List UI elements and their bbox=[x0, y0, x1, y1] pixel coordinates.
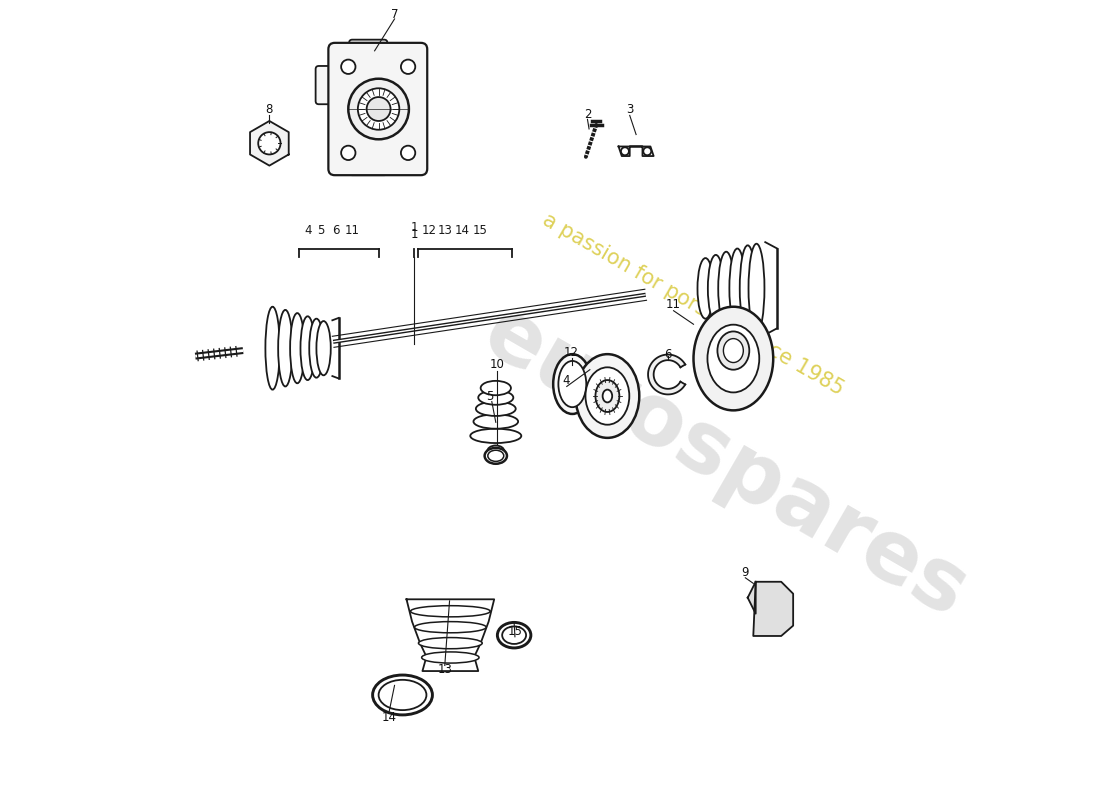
FancyBboxPatch shape bbox=[389, 66, 416, 104]
Ellipse shape bbox=[553, 354, 592, 414]
Text: 7: 7 bbox=[390, 8, 398, 21]
FancyBboxPatch shape bbox=[349, 151, 387, 175]
Ellipse shape bbox=[697, 258, 714, 318]
Ellipse shape bbox=[707, 325, 759, 393]
Ellipse shape bbox=[415, 622, 486, 633]
Text: 6: 6 bbox=[332, 223, 339, 237]
Ellipse shape bbox=[739, 246, 756, 331]
Polygon shape bbox=[648, 354, 685, 394]
Text: 2: 2 bbox=[584, 108, 591, 121]
Text: 3: 3 bbox=[626, 102, 634, 115]
Text: 10: 10 bbox=[490, 358, 505, 371]
Ellipse shape bbox=[300, 316, 315, 380]
Circle shape bbox=[341, 146, 355, 160]
Circle shape bbox=[644, 147, 651, 155]
Ellipse shape bbox=[265, 306, 279, 390]
Ellipse shape bbox=[421, 652, 478, 663]
Ellipse shape bbox=[729, 249, 746, 328]
Text: 13: 13 bbox=[438, 223, 453, 237]
Ellipse shape bbox=[708, 255, 724, 322]
Circle shape bbox=[358, 88, 399, 130]
Ellipse shape bbox=[718, 252, 734, 325]
Ellipse shape bbox=[724, 338, 744, 362]
Ellipse shape bbox=[503, 626, 526, 644]
Circle shape bbox=[400, 59, 416, 74]
Text: 4: 4 bbox=[304, 223, 311, 237]
FancyBboxPatch shape bbox=[329, 43, 427, 175]
Text: 14: 14 bbox=[382, 710, 396, 724]
Text: eurospares: eurospares bbox=[469, 292, 982, 636]
Text: 11: 11 bbox=[667, 298, 681, 311]
Ellipse shape bbox=[476, 402, 516, 416]
Ellipse shape bbox=[478, 390, 514, 405]
Ellipse shape bbox=[487, 450, 504, 462]
Ellipse shape bbox=[473, 414, 518, 429]
Circle shape bbox=[400, 146, 416, 160]
Text: 11: 11 bbox=[344, 223, 360, 237]
Text: 5: 5 bbox=[318, 223, 324, 237]
Ellipse shape bbox=[595, 380, 619, 412]
Ellipse shape bbox=[693, 306, 773, 410]
Ellipse shape bbox=[497, 622, 531, 648]
Polygon shape bbox=[754, 582, 793, 636]
Ellipse shape bbox=[471, 429, 521, 443]
Ellipse shape bbox=[278, 310, 293, 386]
Text: 12: 12 bbox=[421, 223, 437, 237]
Ellipse shape bbox=[487, 446, 505, 458]
Text: 4: 4 bbox=[562, 374, 570, 387]
Text: 1: 1 bbox=[410, 228, 418, 241]
Ellipse shape bbox=[481, 381, 510, 395]
FancyBboxPatch shape bbox=[349, 40, 387, 63]
Text: 5: 5 bbox=[486, 390, 493, 402]
Text: a passion for porsche since 1985: a passion for porsche since 1985 bbox=[539, 210, 848, 399]
Ellipse shape bbox=[717, 331, 749, 370]
Ellipse shape bbox=[373, 675, 432, 715]
Ellipse shape bbox=[748, 244, 764, 333]
Text: 12: 12 bbox=[564, 346, 579, 358]
Ellipse shape bbox=[603, 390, 613, 402]
Text: 1: 1 bbox=[410, 221, 418, 234]
Text: 9: 9 bbox=[741, 566, 749, 579]
Text: 14: 14 bbox=[454, 223, 470, 237]
Ellipse shape bbox=[290, 313, 305, 383]
Text: 8: 8 bbox=[266, 103, 273, 116]
Text: 15: 15 bbox=[507, 626, 522, 638]
Ellipse shape bbox=[585, 367, 629, 425]
Ellipse shape bbox=[378, 680, 427, 710]
Circle shape bbox=[366, 97, 390, 121]
Circle shape bbox=[341, 59, 355, 74]
Circle shape bbox=[621, 147, 629, 155]
Polygon shape bbox=[250, 121, 288, 166]
Polygon shape bbox=[748, 582, 756, 614]
Ellipse shape bbox=[410, 606, 491, 617]
Circle shape bbox=[349, 78, 409, 139]
Ellipse shape bbox=[485, 448, 507, 464]
Text: 15: 15 bbox=[472, 223, 487, 237]
Ellipse shape bbox=[309, 318, 323, 378]
Text: 13: 13 bbox=[438, 663, 452, 676]
Ellipse shape bbox=[418, 638, 482, 649]
Ellipse shape bbox=[575, 354, 639, 438]
Ellipse shape bbox=[317, 321, 331, 375]
Text: 6: 6 bbox=[664, 348, 672, 361]
Ellipse shape bbox=[559, 361, 586, 407]
FancyBboxPatch shape bbox=[316, 66, 342, 104]
Circle shape bbox=[258, 132, 280, 154]
